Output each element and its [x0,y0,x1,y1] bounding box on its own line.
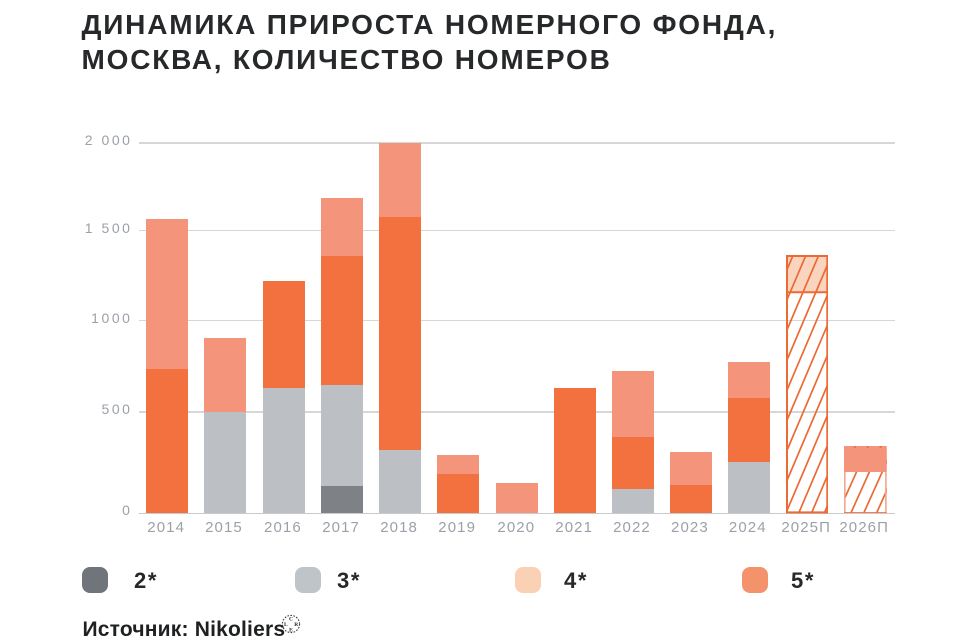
svg-text:C: C [289,617,293,623]
svg-text:E: E [289,627,293,633]
svg-text:R: R [294,622,299,628]
svg-text:L: L [284,622,288,628]
